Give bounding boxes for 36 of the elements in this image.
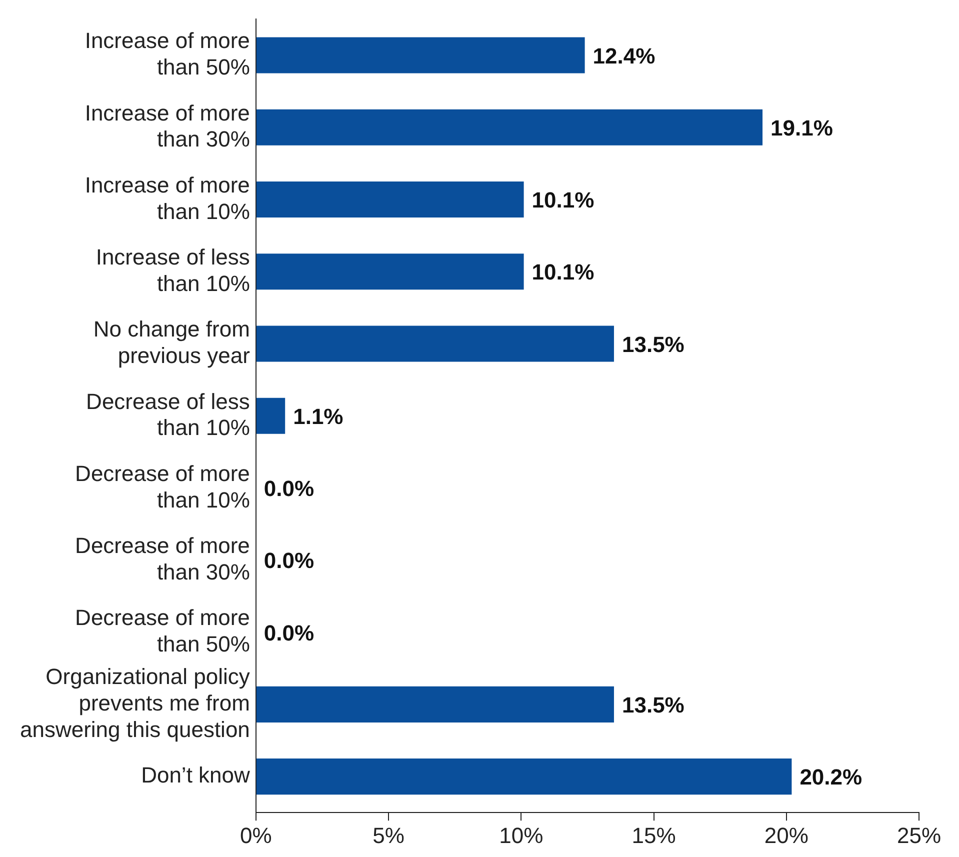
y-tick-label: Increase of more than 10% [84, 172, 250, 224]
x-tick-label: 0% [240, 822, 272, 848]
data-label: 13.5% [622, 692, 684, 718]
x-tick-label: 25% [896, 822, 942, 848]
bar [256, 758, 792, 795]
data-label: 0.0% [264, 620, 314, 646]
bar [256, 398, 286, 434]
y-tick-label: Increase of more than 30% [84, 100, 250, 152]
data-label: 20.2% [800, 764, 862, 790]
bar [256, 326, 614, 362]
data-label: 13.5% [622, 332, 684, 357]
y-tick-label: Decrease of more than 30% [75, 533, 250, 584]
y-tick-label: No change from previous year [93, 316, 250, 368]
x-tick-label: 5% [372, 822, 404, 848]
bar [256, 109, 763, 146]
bar [256, 686, 614, 722]
data-label: 12.4% [592, 43, 656, 68]
x-tick-label: 10% [499, 822, 544, 848]
y-tick-label: Increase of less than 10% [96, 244, 250, 296]
data-label: 1.1% [293, 404, 344, 429]
bar [256, 181, 524, 218]
y-tick-label: Organizational policy prevents me from answering this question [20, 664, 250, 742]
data-label: 19.1% [770, 115, 833, 140]
data-label: 0.0% [264, 476, 314, 502]
y-tick-label: Don’t know [141, 762, 250, 788]
y-tick-label: Decrease of less than 10% [86, 388, 250, 440]
bar [256, 37, 585, 74]
x-tick-label: 15% [632, 822, 676, 848]
bar [256, 254, 524, 290]
y-tick-label: Increase of more than 50% [84, 28, 250, 80]
x-tick-label: 20% [764, 822, 808, 848]
data-label: 10.1% [532, 260, 594, 285]
data-label: 0.0% [264, 548, 314, 574]
data-label: 10.1% [532, 188, 594, 213]
y-tick-label: Decrease of more than 10% [75, 460, 250, 512]
y-tick-label: Decrease of more than 50% [75, 605, 250, 657]
